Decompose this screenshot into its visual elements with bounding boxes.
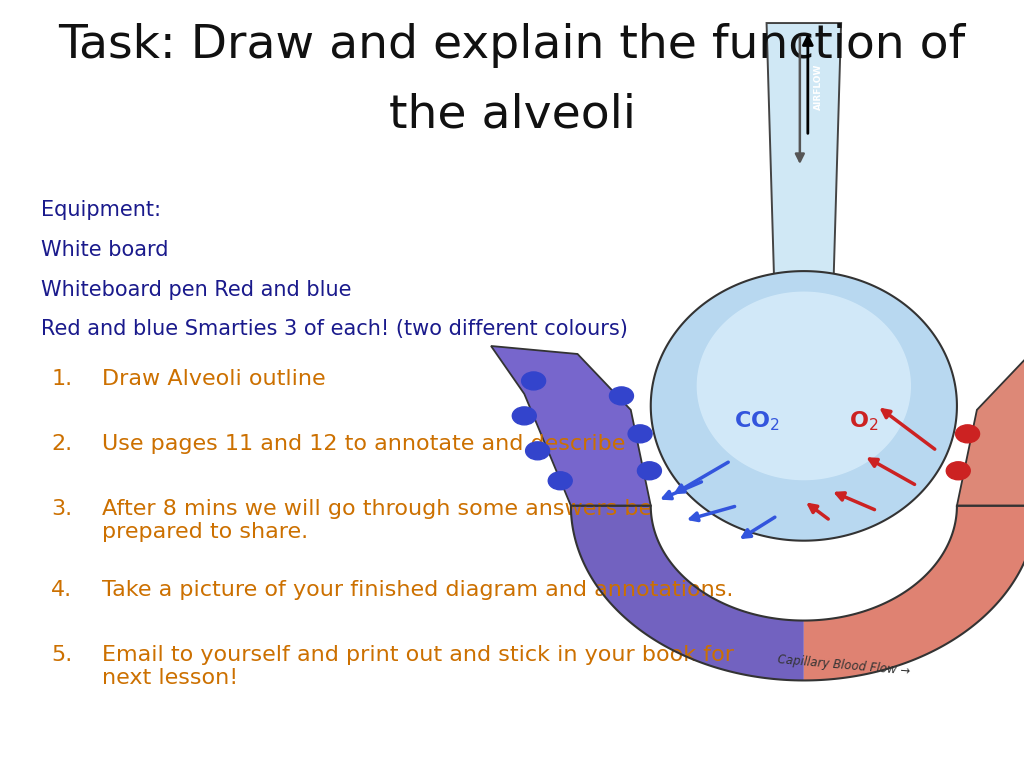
Text: the alveoli: the alveoli [388,92,636,137]
Circle shape [609,387,634,405]
Text: 2.: 2. [51,434,73,454]
Polygon shape [767,23,841,296]
Circle shape [548,472,572,490]
Polygon shape [956,346,1024,505]
Text: Equipment:: Equipment: [41,200,161,220]
Text: Draw Alveoli outline: Draw Alveoli outline [102,369,326,389]
Polygon shape [696,292,911,480]
Circle shape [637,462,662,480]
Text: Email to yourself and print out and stick in your book for
next lesson!: Email to yourself and print out and stic… [102,645,734,688]
Text: O$_2$: O$_2$ [849,409,879,432]
Polygon shape [804,506,1024,680]
Text: Task: Draw and explain the function of: Task: Draw and explain the function of [58,23,966,68]
Text: 4.: 4. [51,580,73,600]
Circle shape [512,407,537,425]
Text: AIRFLOW: AIRFLOW [814,64,823,111]
Text: 3.: 3. [51,499,73,519]
Circle shape [525,442,550,460]
Text: Red and blue Smarties 3 of each! (two different colours): Red and blue Smarties 3 of each! (two di… [41,319,628,339]
Circle shape [955,425,980,443]
Text: 1.: 1. [51,369,73,389]
Text: Capillary Blood Flow →: Capillary Blood Flow → [777,654,910,677]
Polygon shape [571,505,804,680]
Text: Take a picture of your finished diagram and annotations.: Take a picture of your finished diagram … [102,580,734,600]
Circle shape [521,372,546,390]
Polygon shape [651,271,956,541]
Text: After 8 mins we will go through some answers be
prepared to share.: After 8 mins we will go through some ans… [102,499,652,542]
Text: CO$_2$: CO$_2$ [734,409,780,432]
Text: Whiteboard pen Red and blue: Whiteboard pen Red and blue [41,280,351,300]
Circle shape [946,462,971,480]
Circle shape [628,425,652,443]
Text: 5.: 5. [51,645,73,665]
Text: White board: White board [41,240,169,260]
Text: Use pages 11 and 12 to annotate and describe: Use pages 11 and 12 to annotate and desc… [102,434,626,454]
Polygon shape [492,346,651,505]
